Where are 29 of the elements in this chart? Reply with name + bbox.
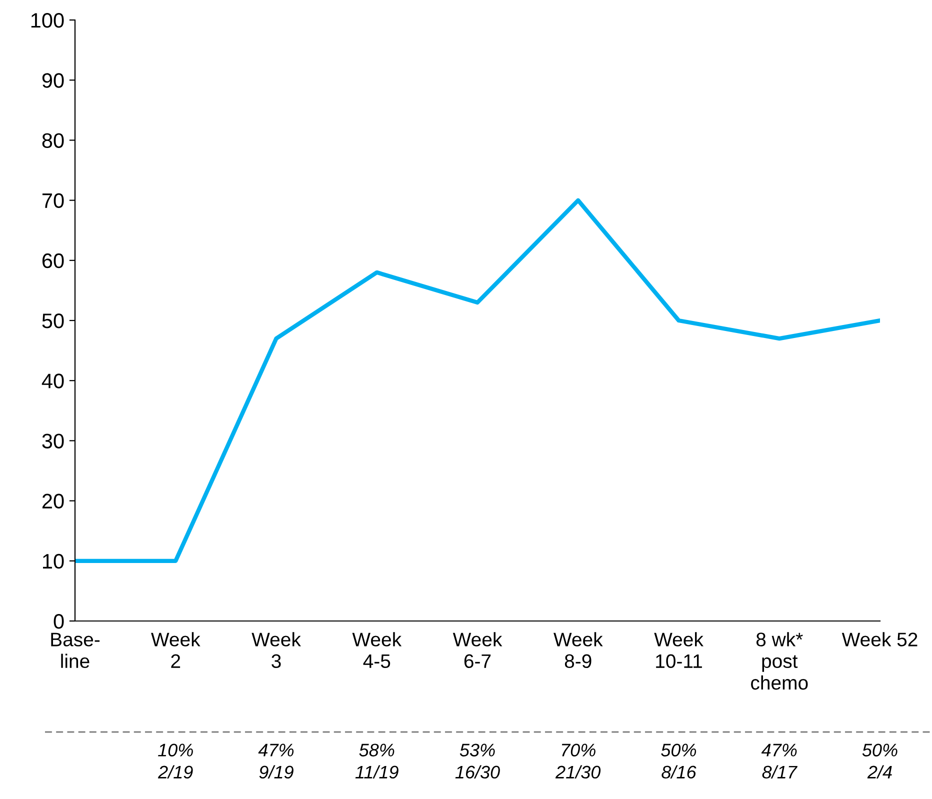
data-label: 58% 11/19 bbox=[355, 744, 398, 779]
data-label: 47% 9/19 bbox=[258, 744, 294, 779]
y-tick-label: 40 bbox=[42, 374, 64, 388]
y-tick-label: 60 bbox=[42, 253, 64, 268]
x-tick-label: Base- line bbox=[51, 632, 100, 668]
x-tick-label: Week 3 bbox=[252, 632, 301, 668]
y-tick-label: 70 bbox=[42, 193, 64, 208]
y-tick-label: 30 bbox=[42, 434, 64, 448]
data-label: 70% 21/30 bbox=[555, 744, 601, 779]
y-tick-label: 50 bbox=[42, 314, 64, 328]
x-tick-label: Week 8-9 bbox=[554, 632, 603, 668]
x-tick-label: Week 6-7 bbox=[452, 632, 502, 668]
x-tick-label: Week 4-5 bbox=[352, 632, 402, 668]
data-label: 47% 8/17 bbox=[761, 744, 798, 779]
y-tick-label: 80 bbox=[42, 133, 64, 148]
y-tick-label: 20 bbox=[42, 494, 64, 509]
x-tick-label: Week 52 bbox=[842, 632, 918, 646]
data-label: 10% 2/19 bbox=[158, 744, 193, 779]
data-label: 53% 16/30 bbox=[455, 744, 500, 779]
x-tick-label: Week 10-11 bbox=[654, 632, 704, 668]
x-tick-label: Week 2 bbox=[151, 632, 200, 668]
y-tick-label: 0 bbox=[54, 614, 64, 629]
data-label: 50% 8/16 bbox=[661, 744, 696, 779]
y-tick-label: 10 bbox=[43, 554, 64, 569]
y-tick-label: 100 bbox=[31, 13, 64, 28]
x-tick-label: 8 wk* post chemo bbox=[751, 632, 808, 690]
data-label: 50% 2/4 bbox=[862, 744, 898, 779]
line-series bbox=[75, 198, 880, 563]
y-tick-label: 90 bbox=[42, 73, 64, 88]
